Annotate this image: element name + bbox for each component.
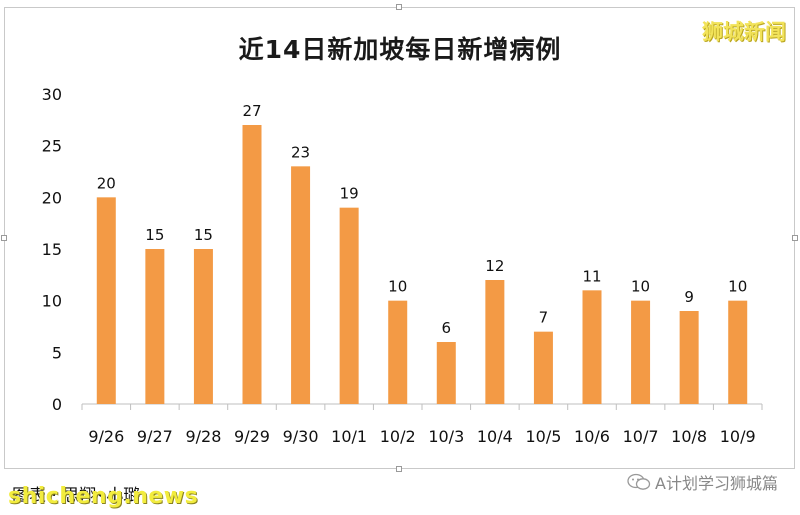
chart-credit: 图表 · 思翔•小璐 (12, 486, 141, 506)
bar (485, 280, 505, 404)
data-label: 10 (388, 278, 407, 296)
bar (145, 249, 165, 404)
data-label: 15 (194, 226, 213, 244)
x-tick-label: 9/30 (283, 427, 319, 446)
x-tick-label: 10/9 (720, 427, 756, 446)
data-label: 9 (684, 288, 694, 306)
x-tick-label: 9/27 (137, 427, 173, 446)
bar (679, 311, 699, 404)
x-tick-label: 10/3 (428, 427, 464, 446)
data-label: 20 (97, 174, 116, 192)
resize-handle-top[interactable] (396, 4, 402, 10)
bar (96, 197, 116, 404)
bar (436, 342, 456, 404)
data-label: 23 (291, 143, 310, 161)
data-label: 19 (340, 185, 359, 203)
wechat-icon (627, 473, 651, 490)
bar (193, 249, 213, 404)
data-label: 10 (728, 278, 747, 296)
watermark-top-right: 狮城新闻 (702, 20, 786, 44)
account-name: A计划学习狮城篇 (655, 474, 778, 493)
bar (631, 300, 651, 404)
bar (291, 166, 311, 404)
x-tick-label: 10/5 (525, 427, 561, 446)
bar (582, 290, 602, 404)
bar-chart: 0 5 10 15 20 25 30 20 9/26 15 9/27 15 9/28 27 9/29 23 9/… (42, 85, 763, 446)
y-tick-label: 20 (42, 188, 62, 207)
bar (242, 125, 262, 404)
resize-handle-bottom[interactable] (396, 466, 402, 472)
data-label: 7 (539, 309, 549, 327)
watermark-bottom-left: shicheng.news (8, 484, 199, 509)
resize-handle-left[interactable] (1, 235, 7, 241)
data-label: 12 (485, 257, 504, 275)
x-tick-label: 10/7 (623, 427, 659, 446)
y-tick-label: 10 (42, 292, 62, 311)
bar (388, 300, 408, 404)
data-label: 15 (145, 226, 164, 244)
y-tick-label: 30 (42, 85, 62, 104)
data-label: 10 (631, 278, 650, 296)
x-tick-label: 10/2 (380, 427, 416, 446)
x-tick-label: 9/26 (88, 427, 124, 446)
y-tick-label: 0 (52, 395, 62, 414)
y-tick-label: 15 (42, 240, 62, 259)
chart-title: 近14日新加坡每日新增病例 (238, 35, 562, 64)
x-tick-label: 9/28 (185, 427, 221, 446)
x-tick-label: 10/1 (331, 427, 367, 446)
x-tick-label: 10/6 (574, 427, 610, 446)
x-tick-label: 10/8 (671, 427, 707, 446)
wechat-account: A计划学习狮城篇 (627, 470, 778, 494)
bar (728, 300, 748, 404)
data-label: 27 (242, 102, 261, 120)
resize-handle-right[interactable] (792, 235, 798, 241)
data-label: 11 (582, 267, 601, 285)
bar (533, 331, 553, 404)
y-tick-label: 25 (42, 137, 62, 156)
x-tick-label: 9/29 (234, 427, 270, 446)
x-tick-label: 10/4 (477, 427, 513, 446)
data-label: 6 (442, 319, 452, 337)
y-tick-label: 5 (52, 343, 62, 362)
bar (339, 207, 359, 404)
